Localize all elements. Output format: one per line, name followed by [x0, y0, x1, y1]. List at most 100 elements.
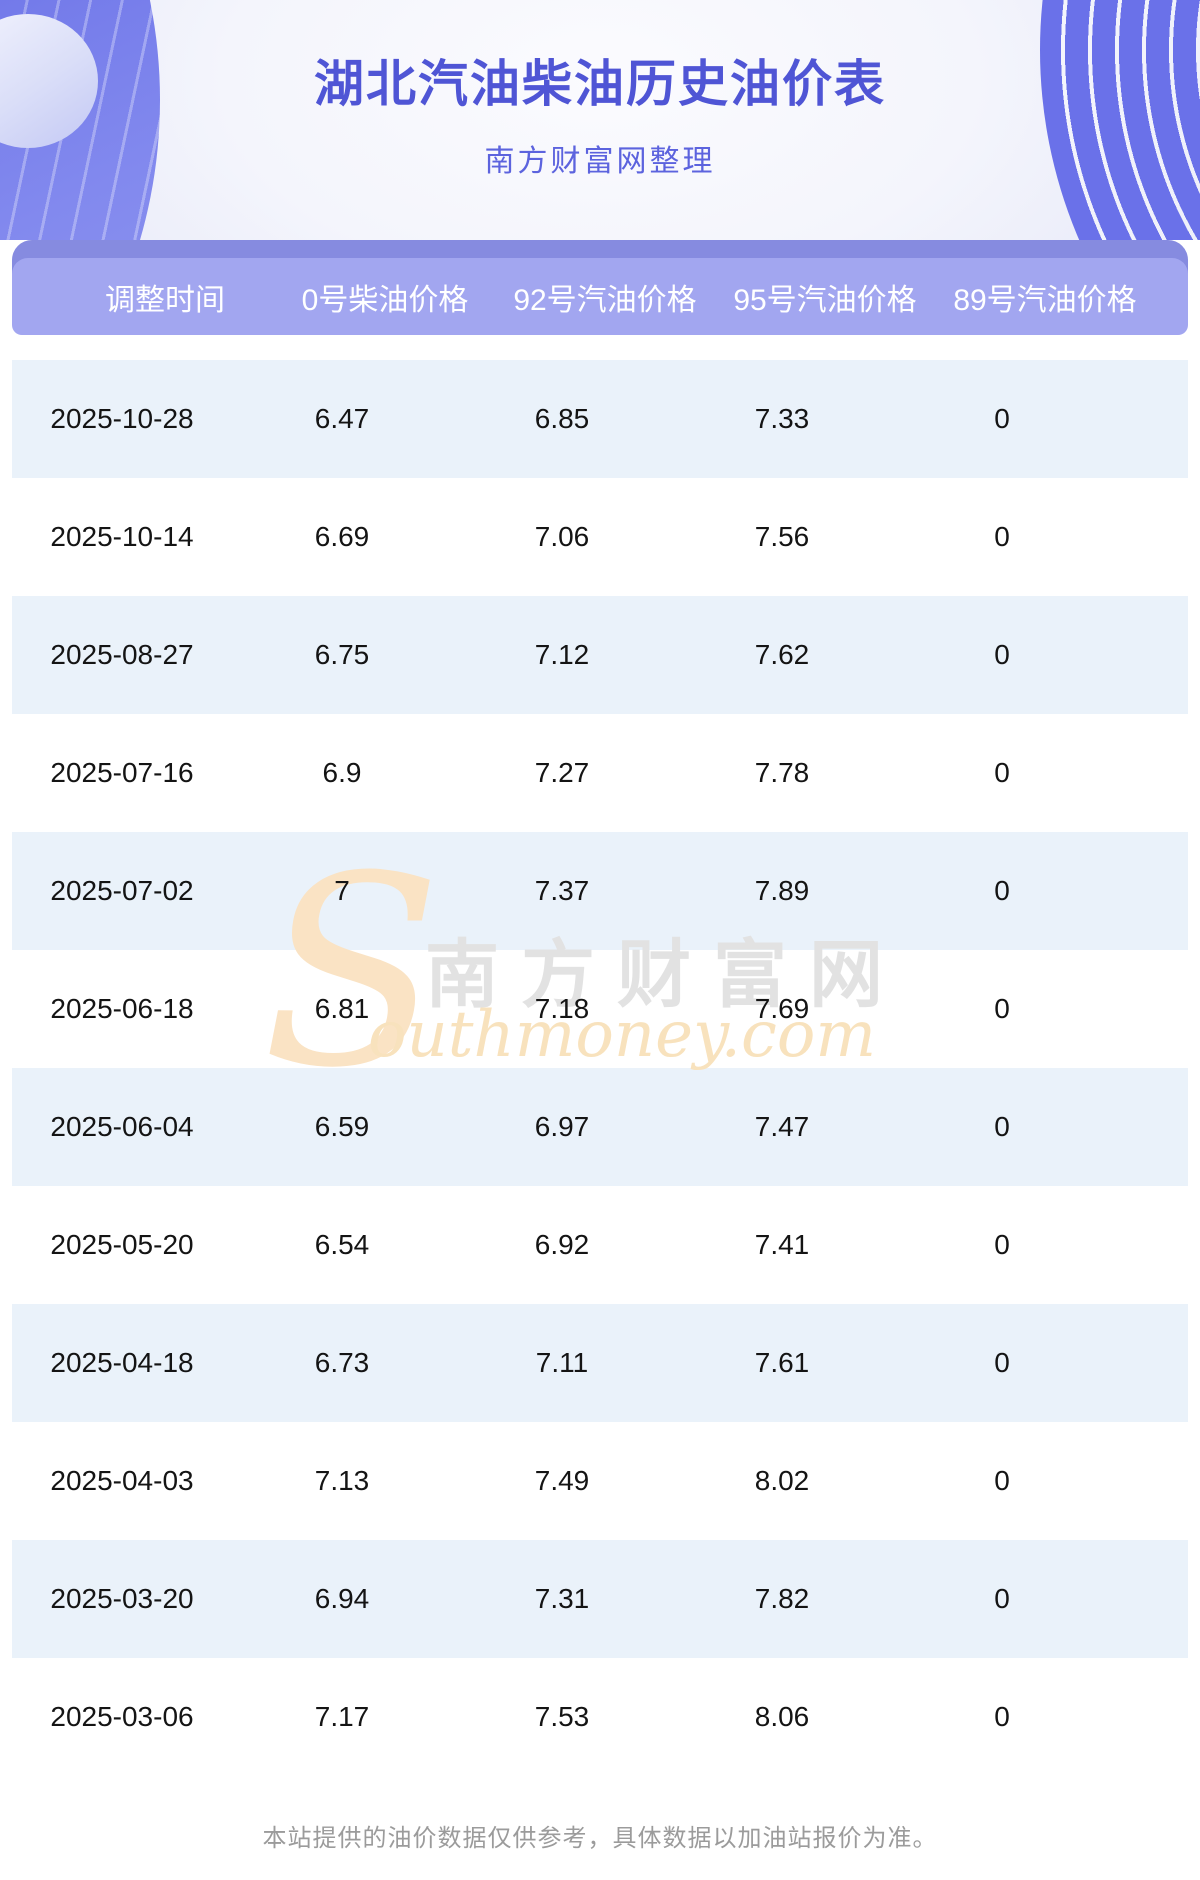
cell-value: 7.13	[314, 1465, 370, 1496]
cell-value: 7.53	[534, 1701, 590, 1732]
cell-value: 0	[994, 757, 1010, 788]
table-cell: 6.94	[232, 1583, 452, 1615]
cell-value: 7.31	[534, 1583, 590, 1614]
cell-value: 6.54	[314, 1229, 370, 1260]
table-row: 2025-05-20 6.54 6.92 7.41 0	[12, 1186, 1188, 1304]
banner-rings-decoration	[1040, 0, 1200, 240]
table-cell: 2025-03-06	[12, 1701, 232, 1733]
table-cell: 0	[892, 1229, 1112, 1261]
column-header: 调整时间	[105, 283, 225, 317]
table-cell: 0	[892, 1701, 1112, 1733]
table-cell: 7.49	[452, 1465, 672, 1497]
cell-value: 2025-10-14	[50, 521, 194, 552]
cell-value: 7.61	[754, 1347, 810, 1378]
table-cell: 2025-04-18	[12, 1347, 232, 1379]
table-cell: 7.41	[672, 1229, 892, 1261]
table-row: 2025-04-03 7.13 7.49 8.02 0	[12, 1422, 1188, 1540]
table-cell: 6.97	[452, 1111, 672, 1143]
cell-value: 0	[994, 1111, 1010, 1142]
table-cell: 6.73	[232, 1347, 452, 1379]
cell-value: 6.73	[314, 1347, 370, 1378]
table-cell: 7.12	[452, 639, 672, 671]
table-cell: 2025-07-02	[12, 875, 232, 907]
cell-value: 0	[994, 1701, 1010, 1732]
cell-value: 7.89	[754, 875, 810, 906]
cell-value: 8.02	[754, 1465, 810, 1496]
cell-value: 6.75	[314, 639, 370, 670]
cell-value: 2025-07-16	[50, 757, 194, 788]
table-cell: 7	[232, 875, 452, 907]
table-cell: 0	[892, 1111, 1112, 1143]
page-subtitle: 南方财富网整理	[484, 145, 716, 178]
cell-value: 6.97	[534, 1111, 590, 1142]
column-header: 0号柴油价格	[301, 283, 469, 317]
table-cell: 6.85	[452, 403, 672, 435]
table-cell: 6.81	[232, 993, 452, 1025]
table-cell: 7.37	[452, 875, 672, 907]
table-row: 2025-07-16 6.9 7.27 7.78 0	[12, 714, 1188, 832]
table-cell: 0	[892, 757, 1112, 789]
table-cell: 2025-10-14	[12, 521, 232, 553]
table-cell: 7.18	[452, 993, 672, 1025]
banner: 湖北汽油柴油历史油价表 南方财富网整理	[0, 0, 1200, 240]
table-cell: 7.11	[452, 1347, 672, 1379]
table-cell: 7.17	[232, 1701, 452, 1733]
table-cell: 6.92	[452, 1229, 672, 1261]
table-cell: 7.31	[452, 1583, 672, 1615]
cell-value: 7	[334, 875, 350, 906]
table-cell: 0	[892, 1465, 1112, 1497]
table-cell: 7.78	[672, 757, 892, 789]
cell-value: 6.9	[322, 757, 362, 788]
table-body: 2025-10-28 6.47 6.85 7.33 0 2025-10-14 6.69 7.0…	[12, 360, 1188, 1776]
cell-value: 6.92	[534, 1229, 590, 1260]
table-header-row: 调整时间 0号柴油价格 92号汽油价格 95号汽油价格 89号汽油价格	[55, 275, 1155, 319]
cell-value: 7.69	[754, 993, 810, 1024]
cell-value: 7.12	[534, 639, 590, 670]
cell-value: 0	[994, 639, 1010, 670]
table-cell: 6.69	[232, 521, 452, 553]
table-row: 2025-04-18 6.73 7.11 7.61 0	[12, 1304, 1188, 1422]
table-header: 调整时间 0号柴油价格 92号汽油价格 95号汽油价格 89号汽油价格	[12, 258, 1188, 335]
cell-value: 6.69	[314, 521, 370, 552]
cell-value: 6.81	[314, 993, 370, 1024]
table-row: 2025-10-28 6.47 6.85 7.33 0	[12, 360, 1188, 478]
table-cell: 7.27	[452, 757, 672, 789]
cell-value: 7.37	[534, 875, 590, 906]
table-row: 2025-10-14 6.69 7.06 7.56 0	[12, 478, 1188, 596]
cell-value: 7.41	[754, 1229, 810, 1260]
column-header: 92号汽油价格	[513, 283, 697, 317]
table-cell: 7.89	[672, 875, 892, 907]
table-cell: 6.75	[232, 639, 452, 671]
table-cell: 0	[892, 993, 1112, 1025]
cell-value: 7.06	[534, 521, 590, 552]
table-cell: 7.53	[452, 1701, 672, 1733]
cell-value: 2025-03-20	[50, 1583, 194, 1614]
table-cell: 0	[892, 403, 1112, 435]
cell-value: 7.27	[534, 757, 590, 788]
cell-value: 7.56	[754, 521, 810, 552]
table-cell: 7.69	[672, 993, 892, 1025]
table-row: 2025-03-20 6.94 7.31 7.82 0	[12, 1540, 1188, 1658]
table-cell: 0	[892, 521, 1112, 553]
cell-value: 0	[994, 1465, 1010, 1496]
cell-value: 6.85	[534, 403, 590, 434]
cell-value: 0	[994, 403, 1010, 434]
table-cell: 7.82	[672, 1583, 892, 1615]
table-cell: 6.9	[232, 757, 452, 789]
table-cell: 7.06	[452, 521, 672, 553]
cell-value: 7.11	[535, 1347, 589, 1378]
table-cell: 0	[892, 875, 1112, 907]
table-cell: 8.06	[672, 1701, 892, 1733]
cell-value: 2025-06-04	[50, 1111, 194, 1142]
cell-value: 6.59	[314, 1111, 370, 1142]
table-cell: 0	[892, 1347, 1112, 1379]
table-cell: 2025-10-28	[12, 403, 232, 435]
table-cell: 2025-05-20	[12, 1229, 232, 1261]
table-cell: 7.47	[672, 1111, 892, 1143]
table-cell: 0	[892, 1583, 1112, 1615]
cell-value: 7.47	[754, 1111, 810, 1142]
cell-value: 2025-05-20	[50, 1229, 194, 1260]
cell-value: 2025-04-18	[50, 1347, 194, 1378]
table-row: 2025-03-06 7.17 7.53 8.06 0	[12, 1658, 1188, 1776]
cell-value: 2025-07-02	[50, 875, 194, 906]
